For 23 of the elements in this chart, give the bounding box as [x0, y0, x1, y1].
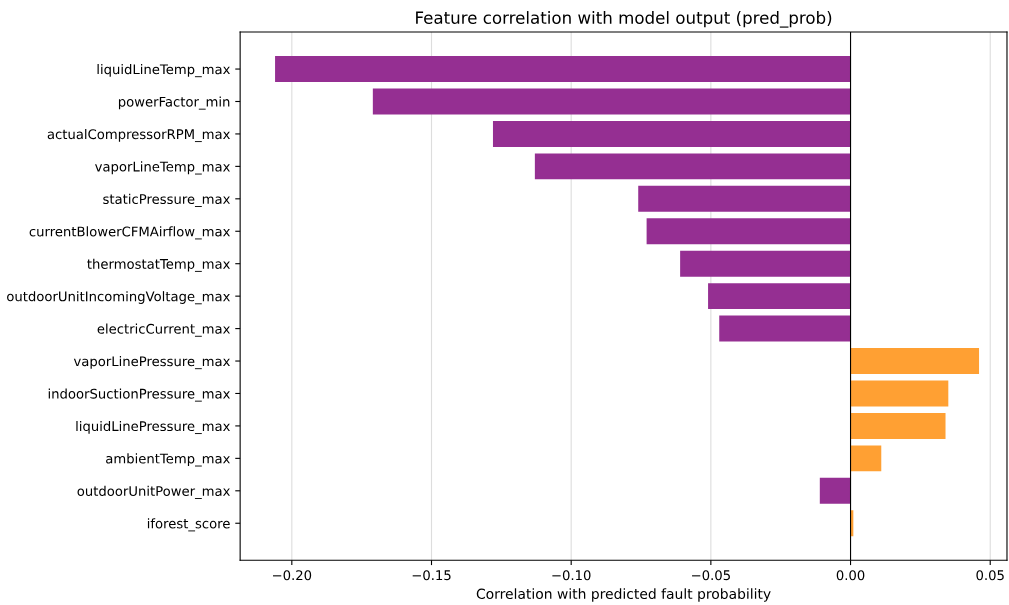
x-tick-label: −0.10: [552, 570, 591, 581]
y-tick-label: staticPressure_max: [103, 193, 230, 207]
y-tick-label: liquidLinePressure_max: [76, 420, 230, 435]
y-tick-label: vaporLinePressure_max: [73, 356, 230, 370]
chart-title: Feature correlation with model output (pred_prob): [416, 11, 832, 28]
x-tick-label: −0.05: [692, 570, 730, 581]
y-tick-label: electricCurrent_max: [97, 323, 230, 337]
y-tick-label: outdoorUnitPower_max: [77, 485, 230, 499]
y-tick-label: indoorSuctionPressure_max: [48, 388, 230, 402]
y-tick-label: currentBlowerCFMAirflow_max: [29, 226, 230, 240]
x-tick-label: −0.20: [273, 570, 312, 581]
y-tick-label: vaporLineTemp_max: [95, 161, 230, 175]
y-tick-label: actualCompressorRPM_max: [47, 128, 230, 143]
x-tick-label: 0.00: [836, 570, 865, 581]
y-tick-label: thermostatTemp_max: [87, 258, 230, 272]
x-axis-title: Correlation with predicted fault probability: [476, 588, 771, 602]
y-tick-label: ambientTemp_max: [106, 453, 230, 467]
x-tick-label: 0.05: [976, 570, 1004, 581]
y-tick-label: powerFactor_min: [118, 96, 230, 110]
x-tick-label: −0.15: [412, 570, 451, 581]
y-tick-label: liquidLineTemp_max: [97, 64, 230, 78]
y-tick-label: iforest_score: [147, 518, 230, 532]
y-tick-label: outdoorUnitIncomingVoltage_max: [7, 291, 230, 305]
